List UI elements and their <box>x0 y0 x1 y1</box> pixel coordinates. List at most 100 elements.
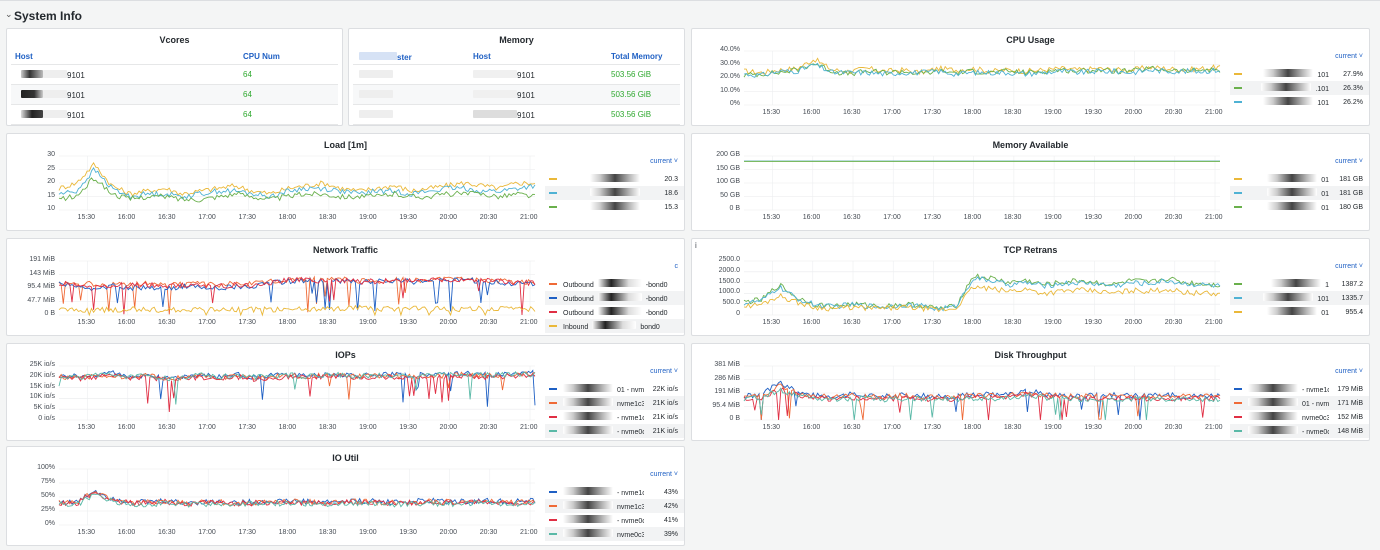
legend-item[interactable]: Outbound -bond0 <box>545 291 684 305</box>
y-tick-label: 95.4 MiB <box>712 401 740 409</box>
x-tick-label: 15:30 <box>762 214 781 221</box>
legend-item[interactable]: - nvme0c33n1 148 MiB <box>1230 424 1369 438</box>
legend-color-swatch <box>549 283 557 285</box>
chart-plot[interactable] <box>58 468 536 526</box>
chart-plot[interactable] <box>58 155 536 211</box>
legend: current ˅ - nvme1c33n1 179 MiB 01 - nvme1c3… <box>1230 364 1369 438</box>
x-tick-label: 18:00 <box>963 319 982 326</box>
y-tick-label: 286 MiB <box>714 374 740 382</box>
series-line[interactable] <box>743 276 1221 312</box>
legend-label: 01 <box>1248 174 1329 184</box>
legend-item[interactable]: - nvme1c33n1 179 MiB <box>1230 382 1369 396</box>
legend-value: 41% <box>663 516 678 524</box>
legend-label: 01 <box>1248 307 1329 317</box>
legend-sort-current[interactable]: current ˅ <box>650 158 678 165</box>
legend-item[interactable]: - nvme1c33n1 43% <box>545 485 684 499</box>
legend-label: nvme1c33n1 <box>563 501 644 511</box>
series-line[interactable] <box>58 370 536 405</box>
legend-color-swatch <box>549 297 557 299</box>
y-tick-label: 5K io/s <box>33 404 55 412</box>
panel-title: Network Traffic <box>312 245 379 255</box>
series-line[interactable] <box>58 275 536 315</box>
legend-item[interactable]: 01 - nvme1c33n1 171 MiB <box>1230 396 1369 410</box>
legend-sort-current[interactable]: current ˅ <box>1335 368 1363 375</box>
legend-item[interactable]: - nvme1c33n1 21K io/s <box>545 410 684 424</box>
series-line[interactable] <box>743 285 1221 313</box>
legend-item[interactable]: nvme0c33n1 152 MiB <box>1230 410 1369 424</box>
legend-sort-current[interactable]: current ˅ <box>1335 158 1363 165</box>
legend-item[interactable]: 20.3 <box>545 172 684 186</box>
y-tick-label: 25 <box>47 164 55 172</box>
legend-item[interactable]: 01 955.4 <box>1230 305 1369 319</box>
series-line[interactable] <box>58 369 536 407</box>
legend-sort-current[interactable]: current ˅ <box>650 471 678 478</box>
series-line[interactable] <box>743 383 1221 421</box>
series-line[interactable] <box>58 304 536 317</box>
legend-item[interactable]: 101 26.2% <box>1230 95 1369 109</box>
chart-plot[interactable] <box>743 50 1221 106</box>
column-cluster[interactable]: ster <box>353 51 473 62</box>
series-line[interactable] <box>744 57 1221 75</box>
chart-plot[interactable] <box>743 365 1221 421</box>
y-tick-label: 25% <box>40 506 55 513</box>
y-tick-label: 0 <box>736 310 740 317</box>
y-tick-label: 200 GB <box>716 151 740 158</box>
legend-item[interactable]: 01 180 GB <box>1230 200 1369 214</box>
x-tick-label: 16:00 <box>802 214 821 221</box>
column-cpu-num[interactable]: CPU Num <box>243 52 280 61</box>
legend-item[interactable]: 01 - nvme1c33n1 22K io/s <box>545 382 684 396</box>
legend-color-swatch <box>1234 311 1242 313</box>
series-line[interactable] <box>58 489 536 506</box>
legend-item[interactable]: 01 181 GB <box>1230 172 1369 186</box>
x-tick-label: 19:00 <box>359 529 377 536</box>
series-line[interactable] <box>743 386 1221 421</box>
column-host[interactable]: Host <box>473 52 491 61</box>
chart-plot[interactable] <box>744 155 1220 211</box>
series-line[interactable] <box>58 162 536 197</box>
series-line[interactable] <box>58 493 536 508</box>
legend-item[interactable]: nvme0c33n1 39% <box>545 527 684 541</box>
series-line[interactable] <box>58 491 536 507</box>
chart-plot[interactable] <box>58 260 536 317</box>
legend-value: 1387.2 <box>1341 280 1363 288</box>
legend-item[interactable]: Inbound bond0 <box>545 319 684 333</box>
series-line[interactable] <box>743 62 1221 78</box>
legend-item[interactable]: 101 27.9% <box>1230 67 1369 81</box>
chart-plot[interactable] <box>743 260 1221 316</box>
column-host[interactable]: Host <box>15 52 33 61</box>
chevron-down-icon[interactable]: ⌄ <box>5 9 13 19</box>
legend-item[interactable]: 15.3 <box>545 200 684 214</box>
legend-sort-current[interactable]: current ˅ <box>1335 53 1363 60</box>
legend-item[interactable]: - nvme0c33n1 41% <box>545 513 684 527</box>
x-tick-label: 20:30 <box>1164 109 1183 116</box>
legend-sort-current[interactable]: current ˅ <box>650 368 678 375</box>
legend-color-swatch <box>1234 430 1242 432</box>
legend-item[interactable]: .101 26.3% <box>1230 81 1369 95</box>
series-line[interactable] <box>58 167 536 200</box>
y-tick-label: 100 GB <box>716 178 740 185</box>
series-line[interactable] <box>59 276 536 316</box>
column-total-memory[interactable]: Total Memory <box>611 52 663 61</box>
legend-value: 21K io/s <box>652 413 678 421</box>
legend-sort-current[interactable]: current ˅ <box>1335 263 1363 270</box>
legend-item[interactable]: 1 1387.2 <box>1230 277 1369 291</box>
legend-item[interactable]: - nvme0c33n1 21K io/s <box>545 424 684 438</box>
row-header[interactable]: ⌄ System Info <box>0 0 1380 28</box>
legend-item[interactable]: 01 181 GB <box>1230 186 1369 200</box>
legend-item[interactable]: nvme1c33n1 21K io/s <box>545 396 684 410</box>
info-icon[interactable]: i <box>695 241 697 250</box>
series-line[interactable] <box>58 277 536 312</box>
x-tick-label: 16:00 <box>117 319 136 326</box>
legend-value: 39% <box>663 530 678 538</box>
legend-item[interactable]: 18.6 <box>545 186 684 200</box>
legend-item[interactable]: Outbound -bond0 <box>545 277 684 291</box>
x-tick-label: 19:30 <box>1084 214 1102 221</box>
legend-sort-current[interactable]: c <box>674 263 679 270</box>
legend-item[interactable]: nvme1c33n1 42% <box>545 499 684 513</box>
series-line[interactable] <box>58 177 536 203</box>
legend-item[interactable]: Outbound -bond0 <box>545 305 684 319</box>
legend-item[interactable]: 101 1335.7 <box>1230 291 1369 305</box>
chart-plot[interactable] <box>58 365 536 421</box>
legend-label: Outbound -bond0 <box>563 279 680 289</box>
series-line[interactable] <box>743 387 1221 421</box>
